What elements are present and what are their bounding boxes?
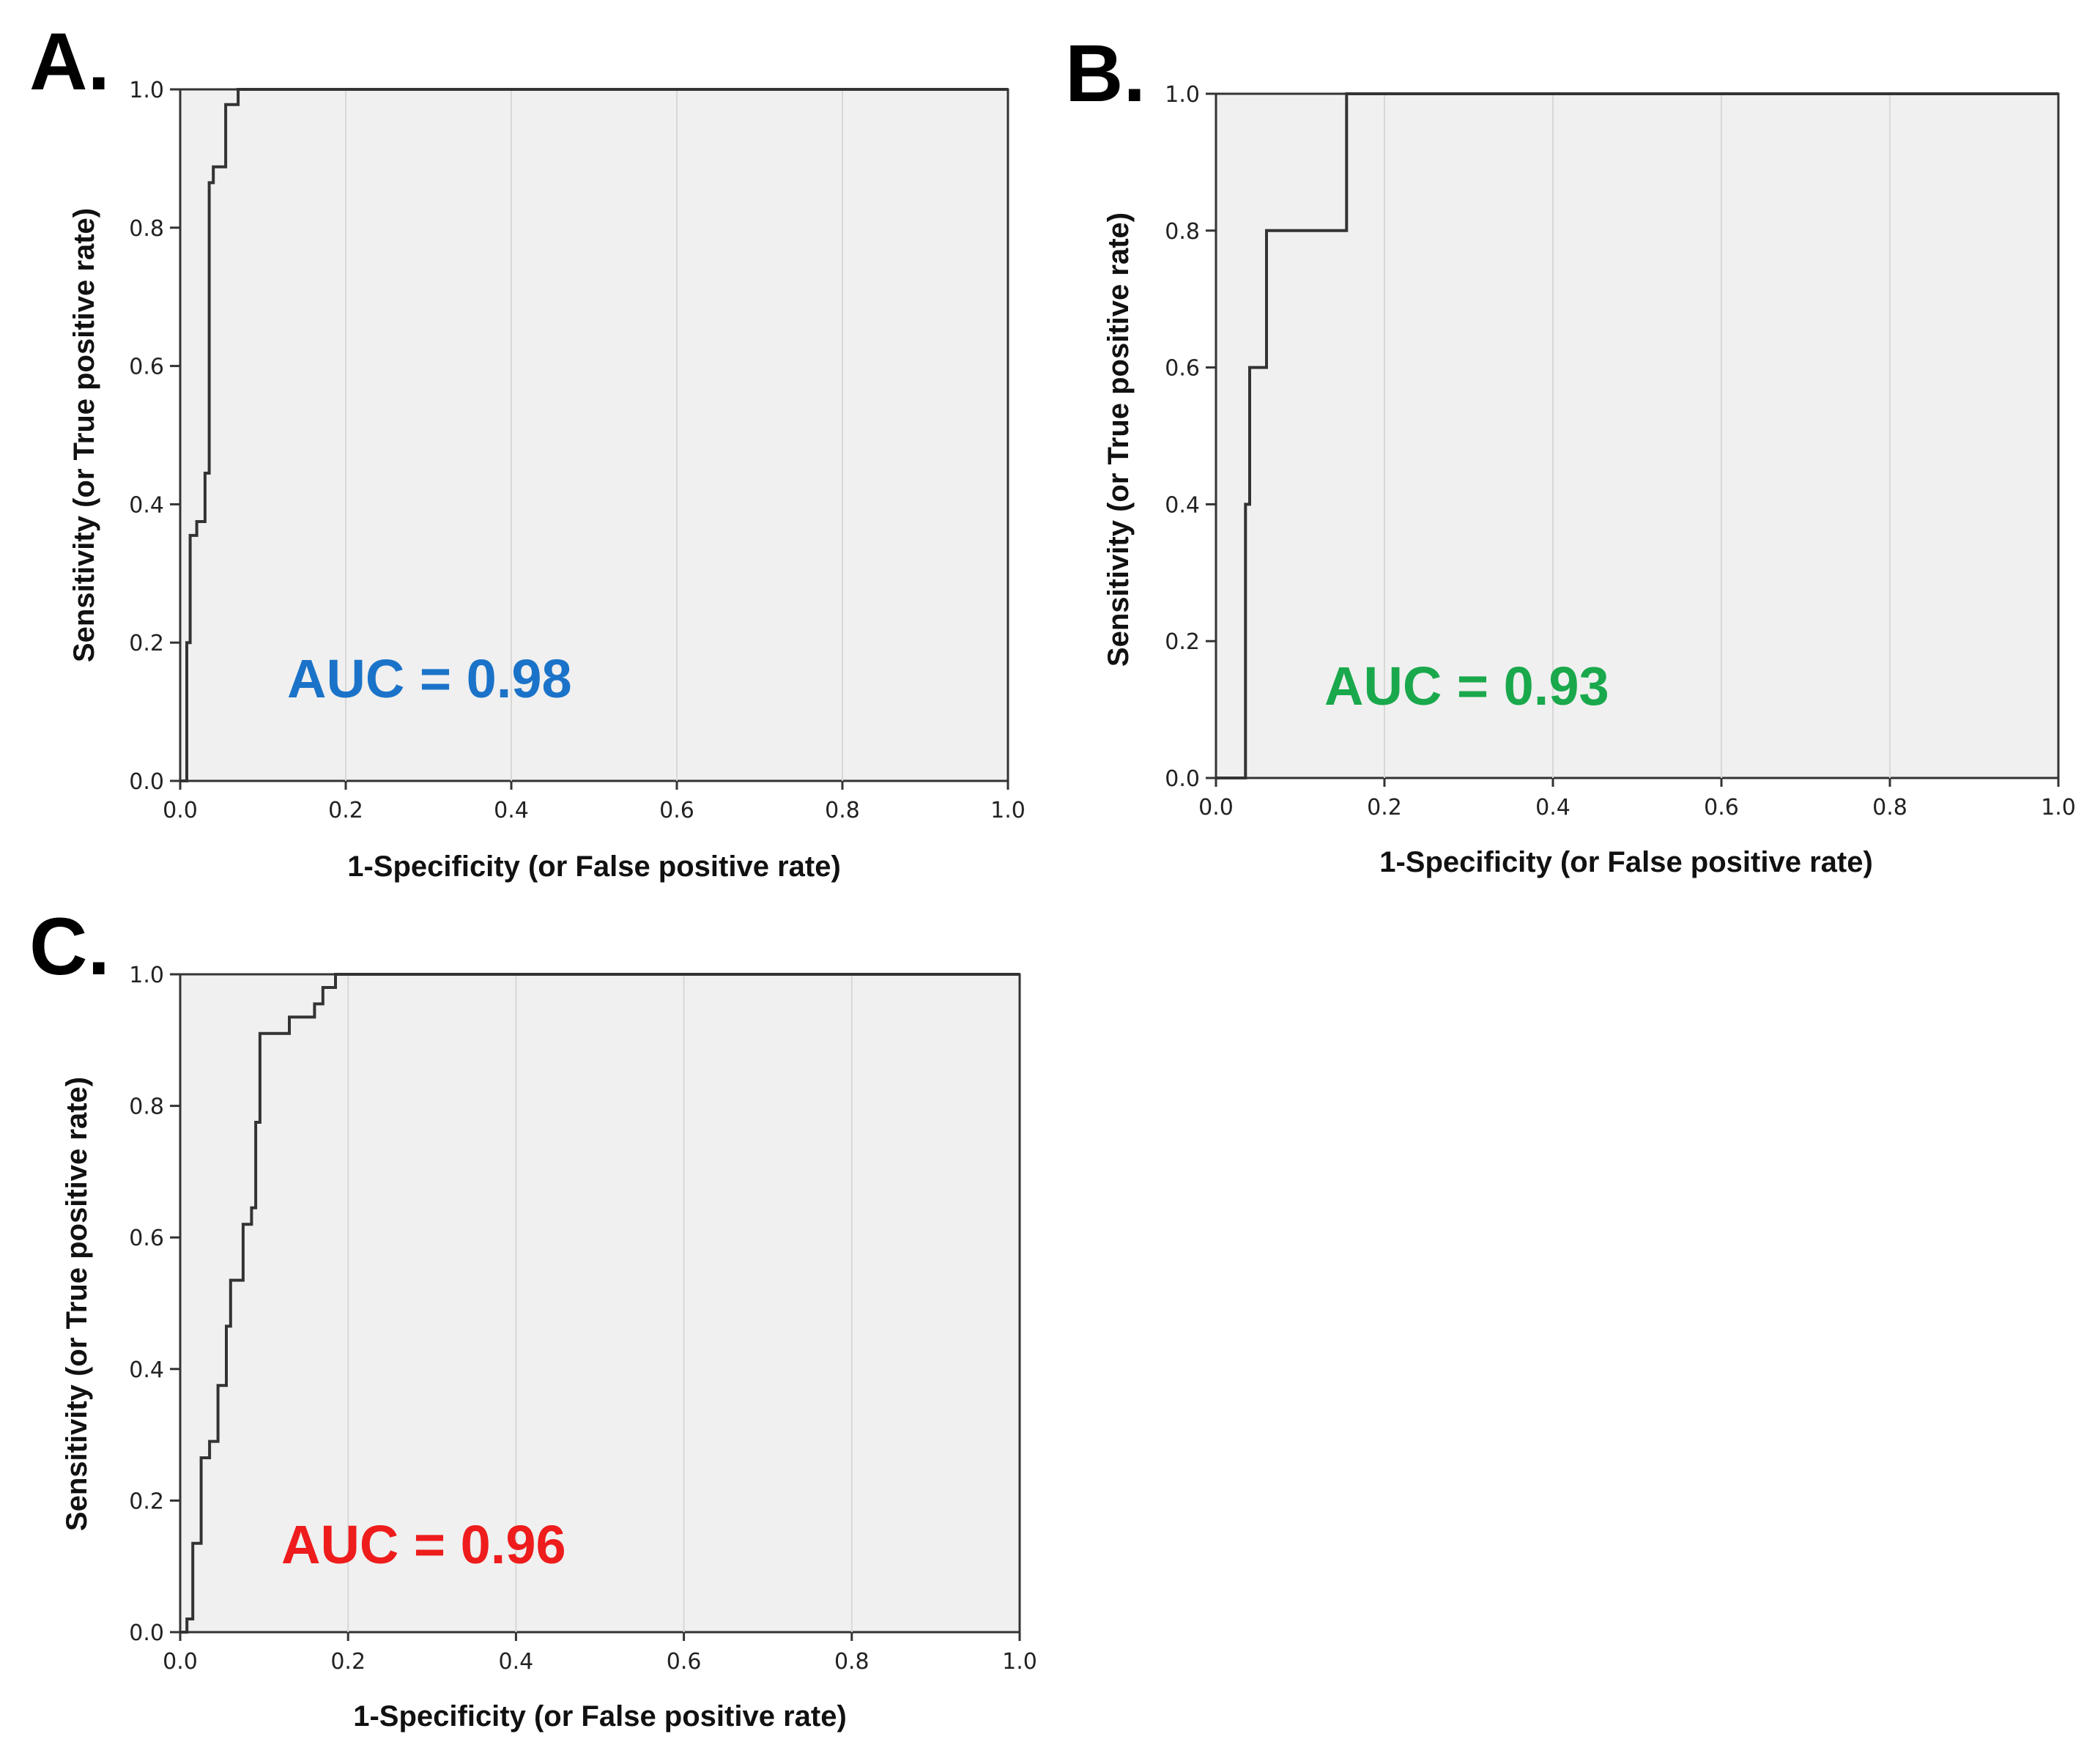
- panel-c-y-tick-label: 0.6: [129, 1226, 164, 1251]
- panel-c-roc-curve: [180, 973, 1020, 1634]
- panel-c-plot-area: [179, 973, 1021, 1634]
- panel-b-x-tick-label: 0.0: [1198, 795, 1234, 820]
- panel-b-y-tick-label: 0.4: [1165, 492, 1200, 518]
- panel-a-y-tick-label: 0.2: [129, 631, 164, 656]
- panel-a-y-tick-label: 0.4: [129, 492, 164, 518]
- panel-a-y-tick-label: 0.6: [129, 355, 164, 380]
- panel-c-auc-annotation: AUC = 0.96: [281, 1514, 566, 1575]
- panel-b-auc-annotation: AUC = 0.93: [1324, 656, 1609, 716]
- panel-a-gridlines: [345, 89, 843, 781]
- panel-b-roc-curve: [1216, 92, 2058, 779]
- panel-c-x-tick-label: 0.2: [330, 1649, 366, 1675]
- panel-b-y-tick-label: 1.0: [1165, 82, 1200, 108]
- panel-b-x-tick-label: 0.6: [1704, 795, 1739, 820]
- panel-c-y-axis-label: Sensitivity (or True positive rate): [61, 1077, 93, 1531]
- panel-b-x-tick-label: 0.2: [1367, 795, 1402, 820]
- panel-c-y-ticks: 0.0 0.2 0.4 0.6 0.8 1.0: [129, 963, 180, 1646]
- panel-b-x-axis-label: 1-Specificity (or False positive rate): [1379, 846, 1873, 878]
- panel-c-y-tick-label: 1.0: [129, 963, 164, 988]
- panel-b-x-tick-label: 0.8: [1872, 795, 1907, 820]
- panel-a-x-axis-label: 1-Specificity (or False positive rate): [347, 850, 841, 883]
- panel-a-x-tick-label: 0.4: [494, 798, 529, 823]
- panel-c-x-ticks: 0.0 0.2 0.4 0.6 0.8 1.0: [163, 1632, 1037, 1675]
- panel-c-letter: C.: [29, 902, 110, 992]
- panel-c-x-axis-label: 1-Specificity (or False positive rate): [353, 1700, 847, 1732]
- panel-b-letter: B.: [1065, 29, 1146, 119]
- panel-a-x-tick-label: 0.2: [328, 798, 363, 823]
- panel-a-x-tick-label: 0.0: [163, 798, 198, 823]
- panel-a-y-tick-label: 0.8: [129, 216, 164, 242]
- panel-a-x-tick-label: 0.8: [825, 798, 860, 823]
- panel-a-y-tick-label: 1.0: [129, 78, 164, 103]
- panel-b-y-tick-label: 0.8: [1165, 219, 1200, 245]
- panel-a-x-ticks: 0.0 0.2 0.4 0.6 0.8 1.0: [163, 781, 1026, 823]
- panel-a-plot-area: [179, 88, 1009, 782]
- panel-c-gridlines: [347, 974, 853, 1632]
- panel-b-plot-area: [1215, 92, 2060, 779]
- panel-c-x-tick-label: 1.0: [1002, 1649, 1037, 1675]
- panel-a-x-tick-label: 0.6: [659, 798, 694, 823]
- panel-c-x-tick-label: 0.0: [163, 1649, 198, 1675]
- panel-c-x-tick-label: 0.6: [667, 1649, 702, 1675]
- panel-a-letter: A.: [29, 17, 110, 107]
- panel-c-y-tick-label: 0.4: [129, 1357, 164, 1383]
- panel-b-x-tick-label: 1.0: [2041, 795, 2076, 820]
- panel-a-x-tick-label: 1.0: [990, 798, 1026, 823]
- panel-b-y-tick-label: 0.0: [1165, 766, 1200, 792]
- panel-b-y-axis-label: Sensitivity (or True positive rate): [1102, 212, 1135, 667]
- panel-b-x-ticks: 0.0 0.2 0.4 0.6 0.8 1.0: [1198, 778, 2076, 820]
- panel-c-x-tick-label: 0.8: [834, 1649, 869, 1675]
- panel-b-y-ticks: 0.0 0.2 0.4 0.6 0.8 1.0: [1165, 82, 1216, 792]
- panel-c: C. 0.0 0.2 0.4 0.6 0.8 1.0 0.0 0.2 0.4 0.6 0.8 1.0…: [29, 902, 1037, 1732]
- panel-a-roc-curve: [180, 88, 1008, 782]
- panel-a: A. 0.0 0.2 0.4 0.6 0.8 1.0 0.0 0.2 0.4 0.6 0.8 1.0…: [29, 17, 1026, 883]
- panel-b: B. 0.0 0.2 0.4 0.6 0.8 1.0 0.0 0.2 0.4 0.6 0.8 1.0…: [1065, 29, 2076, 878]
- panel-b-x-tick-label: 0.4: [1535, 795, 1571, 820]
- panel-a-y-tick-label: 0.0: [129, 769, 164, 795]
- panel-b-y-tick-label: 0.2: [1165, 629, 1200, 655]
- panel-b-y-tick-label: 0.6: [1165, 356, 1200, 382]
- panel-c-x-tick-label: 0.4: [499, 1649, 534, 1675]
- panel-a-auc-annotation: AUC = 0.98: [287, 648, 572, 709]
- panel-c-y-tick-label: 0.0: [129, 1620, 164, 1646]
- panel-b-gridlines: [1384, 94, 1891, 778]
- panel-a-y-axis-label: Sensitivity (or True positive rate): [68, 208, 100, 662]
- panel-c-y-tick-label: 0.8: [129, 1094, 164, 1120]
- panel-c-y-tick-label: 0.2: [129, 1489, 164, 1514]
- panel-a-y-ticks: 0.0 0.2 0.4 0.6 0.8 1.0: [129, 78, 180, 795]
